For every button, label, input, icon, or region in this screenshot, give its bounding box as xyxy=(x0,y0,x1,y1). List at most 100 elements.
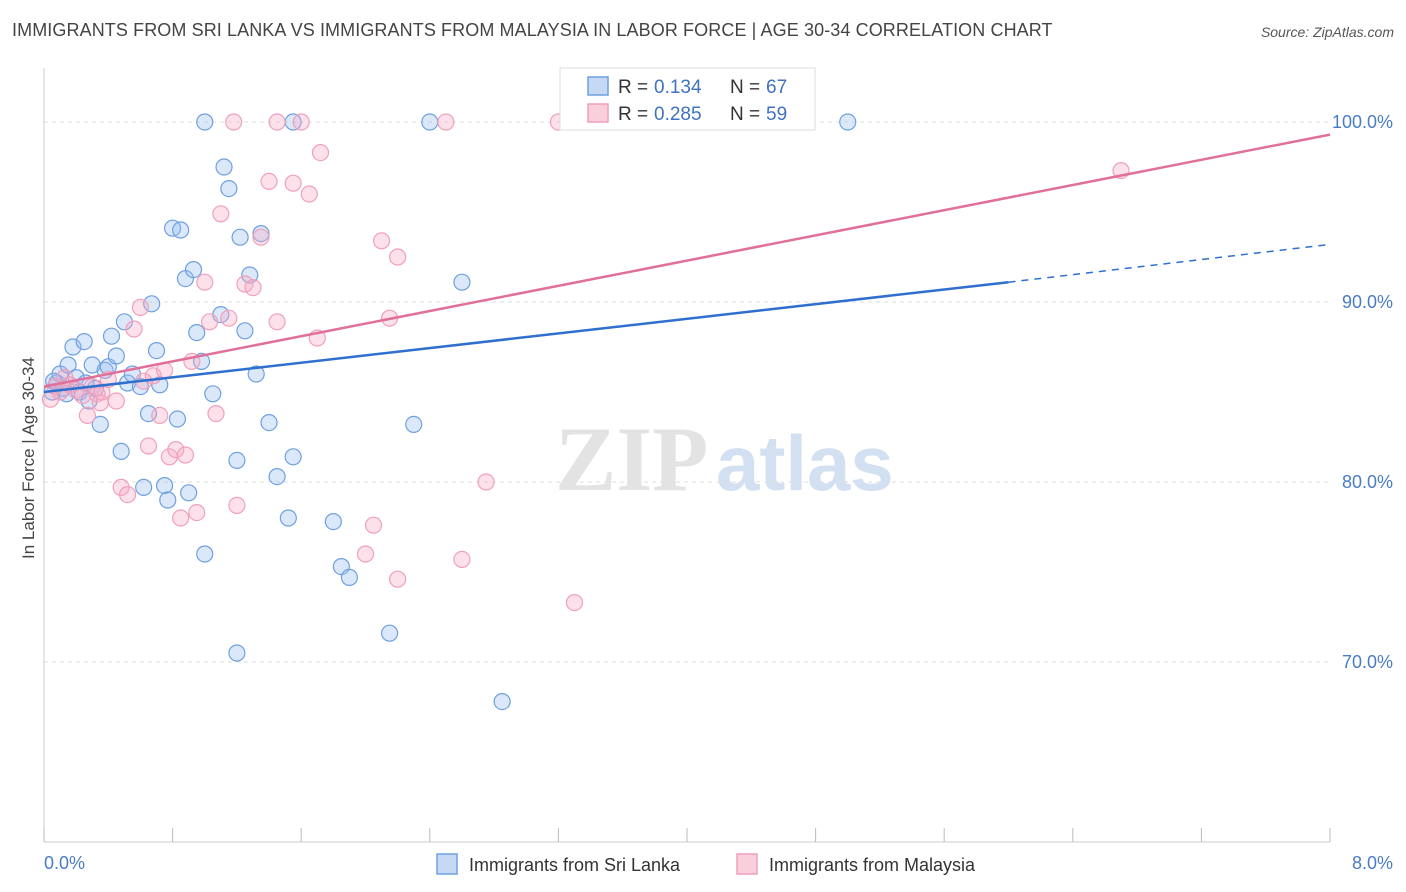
point-sri-lanka xyxy=(112,442,130,460)
point-sri-lanka xyxy=(268,468,286,486)
point-sri-lanka xyxy=(215,158,233,176)
point-malaysia xyxy=(565,593,584,612)
point-malaysia xyxy=(389,248,407,266)
point-malaysia xyxy=(225,113,243,131)
point-sri-lanka xyxy=(75,333,93,351)
point-sri-lanka xyxy=(453,273,471,291)
point-malaysia xyxy=(300,185,318,203)
point-sri-lanka xyxy=(135,478,153,496)
watermark: ZIP atlas xyxy=(555,408,894,510)
point-malaysia xyxy=(107,392,125,410)
point-sri-lanka xyxy=(59,356,77,374)
point-sri-lanka xyxy=(405,415,423,433)
stats-r-label-blue: R = xyxy=(618,77,648,98)
point-malaysia xyxy=(244,279,262,297)
trend-line-sri-lanka xyxy=(43,280,1009,394)
point-sri-lanka xyxy=(204,385,222,403)
point-malaysia xyxy=(453,550,471,569)
x-tick-labels: 0.0% 8.0% xyxy=(44,853,1393,873)
point-malaysia xyxy=(284,174,302,192)
source-label: Source: ZipAtlas.com xyxy=(1260,24,1394,40)
point-malaysia xyxy=(268,313,286,331)
point-malaysia xyxy=(389,570,407,588)
point-malaysia xyxy=(364,516,383,534)
point-malaysia xyxy=(139,437,158,455)
point-malaysia xyxy=(176,446,195,464)
stats-legend: R = 0.134 N = 67 R = 0.285 N = 59 xyxy=(559,67,816,131)
point-malaysia xyxy=(78,406,97,424)
point-sri-lanka xyxy=(102,327,121,345)
point-malaysia xyxy=(477,473,495,491)
point-sri-lanka xyxy=(115,313,133,331)
stats-n-value-blue: 67 xyxy=(766,77,787,98)
point-malaysia xyxy=(252,228,270,246)
y-tick-label: 80.0% xyxy=(1342,472,1393,492)
y-tick-label: 100.0% xyxy=(1332,112,1393,132)
point-malaysia xyxy=(172,509,190,527)
point-sri-lanka xyxy=(196,113,214,131)
grid xyxy=(44,121,1330,663)
point-sri-lanka xyxy=(231,228,249,246)
point-sri-lanka xyxy=(228,644,246,662)
point-malaysia xyxy=(212,205,230,223)
point-sri-lanka xyxy=(284,448,302,466)
y-tick-label: 70.0% xyxy=(1342,652,1393,672)
legend-swatch-sri-lanka xyxy=(436,853,458,875)
point-malaysia xyxy=(268,113,286,131)
point-sri-lanka xyxy=(220,180,238,198)
point-sri-lanka xyxy=(340,568,359,587)
watermark-zip: ZIP xyxy=(555,408,708,510)
point-sri-lanka xyxy=(184,261,203,279)
x-tick-label: 0.0% xyxy=(44,853,85,873)
point-sri-lanka xyxy=(279,509,297,527)
point-malaysia xyxy=(356,545,375,563)
point-sri-lanka xyxy=(381,624,399,642)
stats-r-value-pink: 0.285 xyxy=(654,104,702,125)
point-sri-lanka xyxy=(247,365,265,383)
point-malaysia xyxy=(112,478,130,496)
trend-line-sri-lanka-extension xyxy=(1008,243,1331,283)
point-malaysia xyxy=(311,144,330,162)
x-tick-label: 8.0% xyxy=(1352,853,1393,873)
point-malaysia xyxy=(207,405,225,423)
legend-label-sri-lanka: Immigrants from Sri Lanka xyxy=(469,855,681,875)
point-malaysia xyxy=(292,113,310,131)
point-sri-lanka xyxy=(324,512,342,531)
point-sri-lanka xyxy=(147,342,166,360)
point-sri-lanka xyxy=(196,545,214,563)
point-malaysia xyxy=(151,406,169,424)
point-sri-lanka xyxy=(839,113,857,131)
point-malaysia xyxy=(228,496,246,514)
point-sri-lanka xyxy=(159,491,177,509)
point-malaysia xyxy=(91,394,109,412)
point-sri-lanka xyxy=(91,415,109,433)
stats-swatch-pink xyxy=(587,103,609,123)
stats-n-value-pink: 59 xyxy=(766,104,787,125)
point-sri-lanka xyxy=(155,477,174,495)
point-malaysia xyxy=(167,441,185,459)
point-sri-lanka xyxy=(241,266,259,284)
point-malaysia xyxy=(220,309,238,327)
point-malaysia xyxy=(437,113,455,131)
point-sri-lanka xyxy=(228,451,246,469)
series-legend: Immigrants from Sri Lanka Immigrants fro… xyxy=(436,853,976,875)
point-malaysia xyxy=(260,172,278,190)
stats-n-label-blue: N = xyxy=(730,77,760,98)
point-sri-lanka xyxy=(188,324,206,342)
stats-n-label-pink: N = xyxy=(730,104,760,125)
legend-swatch-malaysia xyxy=(736,853,758,875)
stats-r-value-blue: 0.134 xyxy=(654,77,702,98)
point-sri-lanka xyxy=(493,692,511,711)
point-sri-lanka xyxy=(236,322,254,340)
axes xyxy=(43,68,1331,843)
point-sri-lanka xyxy=(172,221,190,239)
point-malaysia xyxy=(372,232,391,250)
watermark-atlas: atlas xyxy=(716,419,894,507)
trend-line-malaysia xyxy=(43,133,1331,388)
point-malaysia xyxy=(131,298,150,316)
point-malaysia xyxy=(196,273,214,291)
point-malaysia xyxy=(200,313,219,331)
point-sri-lanka xyxy=(64,338,82,356)
chart-title: IMMIGRANTS FROM SRI LANKA VS IMMIGRANTS … xyxy=(12,20,1053,40)
